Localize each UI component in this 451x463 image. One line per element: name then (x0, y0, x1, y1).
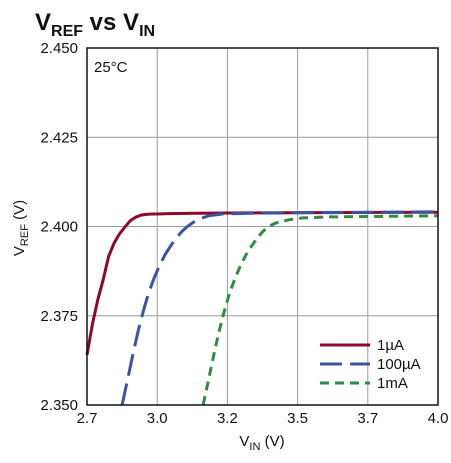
series-line-3 (201, 214, 439, 406)
plot-frame (86, 47, 439, 406)
x-tick-label: 3.2 (217, 410, 238, 427)
temperature-annotation: 25°C (94, 59, 128, 76)
series-line-2 (120, 210, 439, 406)
y-tick-label: 2.375 (40, 308, 78, 325)
x-tick-labels: 2.7 3.0 3.2 3.5 3.7 4.0 (77, 410, 449, 427)
y-tick-label: 2.400 (40, 219, 78, 236)
x-tick-label: 3.7 (357, 410, 378, 427)
y-tick-label: 2.350 (40, 397, 78, 414)
legend-label: 1mA (377, 375, 408, 392)
y-tick-labels: 2.350 2.375 2.400 2.425 2.450 (40, 40, 78, 414)
legend: 1µA 100µA 1mA (320, 337, 421, 392)
x-tick-label: 3.5 (287, 410, 308, 427)
x-tick-label: 4.0 (428, 410, 449, 427)
legend-label: 100µA (377, 356, 421, 373)
x-tick-label: 2.7 (77, 410, 98, 427)
y-tick-label: 2.425 (40, 129, 78, 146)
y-tick-label: 2.450 (40, 40, 78, 57)
legend-label: 1µA (377, 337, 404, 354)
series-lines (85, 210, 439, 406)
series-line-1 (85, 210, 439, 356)
x-axis-label: VIN (V) (239, 433, 284, 453)
y-axis-label: VREF (V) (11, 200, 31, 256)
x-tick-label: 3.0 (147, 410, 168, 427)
chart-title: VREF vs VIN (35, 9, 155, 40)
